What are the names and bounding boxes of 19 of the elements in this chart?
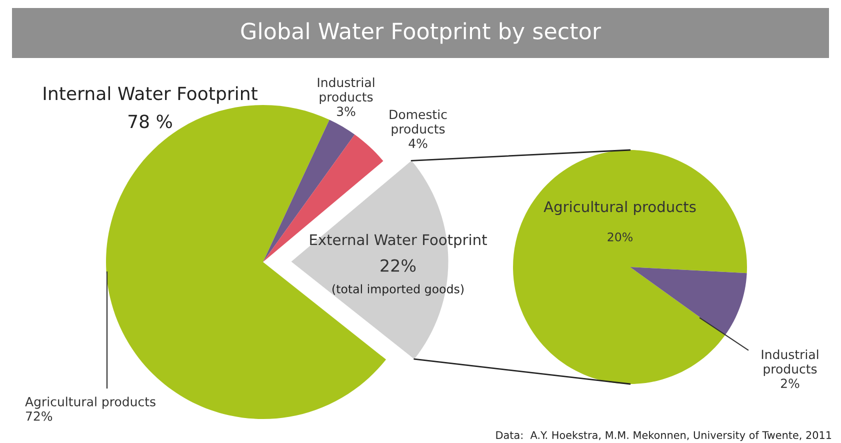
slice-label: Industrial products xyxy=(318,77,374,104)
chart-title: Global Water Footprint by sector xyxy=(241,22,602,44)
data-label: 2% xyxy=(781,378,800,388)
slice-label: External Water Footprint xyxy=(310,234,487,248)
slice-label: Industrial products xyxy=(762,349,818,376)
pie-slice xyxy=(513,150,747,384)
text: Internal Water Footprint xyxy=(44,86,258,104)
text: Data: A.Y. Hoekstra, M.M. Mekonnen, University of Twente, 2011 xyxy=(496,430,832,442)
data-label: 4% xyxy=(408,138,428,148)
pie-slice xyxy=(630,267,747,336)
slice-label: Domestic products xyxy=(390,109,447,136)
text: (total imported goods) xyxy=(332,284,464,296)
data-label: 20% xyxy=(608,232,632,242)
slice-label: Agricultural products xyxy=(25,396,156,409)
data-label: 22% xyxy=(380,259,416,272)
slice-label: Agricultural products xyxy=(544,200,696,216)
data-label: 72% xyxy=(26,411,52,421)
text: 78 % xyxy=(128,114,172,128)
data-label: 3% xyxy=(337,106,356,116)
